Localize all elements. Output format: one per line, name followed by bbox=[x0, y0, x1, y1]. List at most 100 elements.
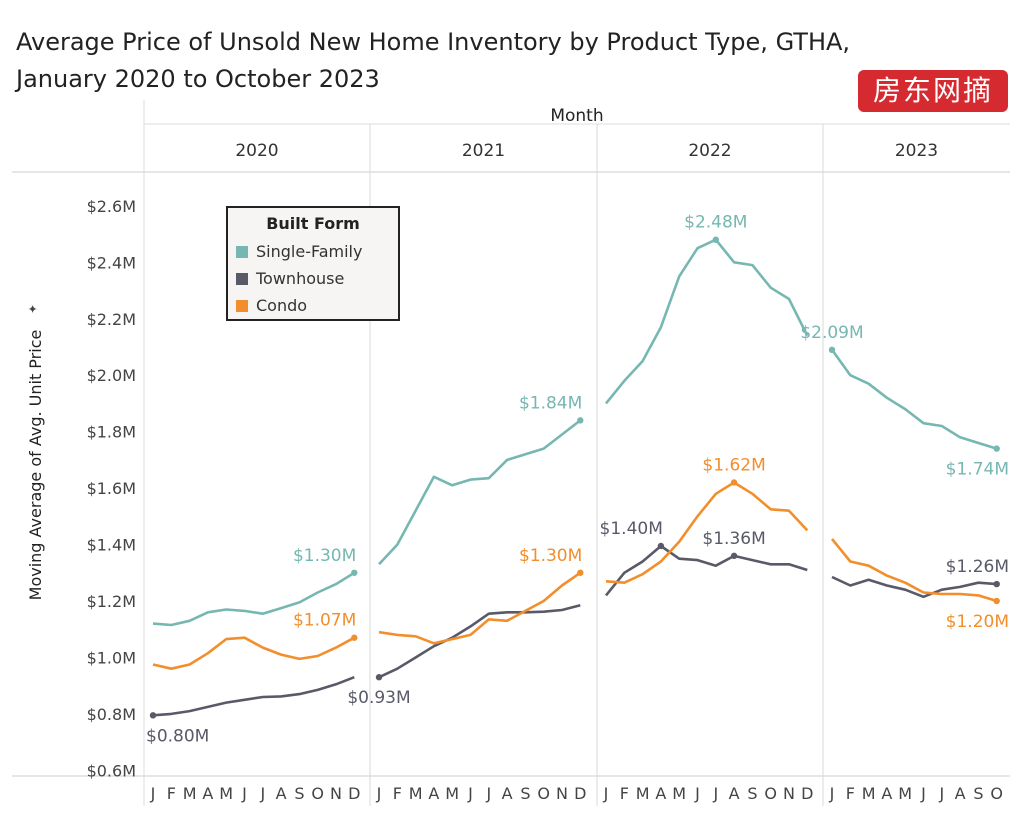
series-line-single-family bbox=[830, 349, 998, 450]
x-tick-label: J bbox=[150, 784, 156, 803]
data-point-single-family bbox=[712, 236, 719, 243]
x-tick-label: M bbox=[409, 784, 423, 803]
legend-swatch-single-family bbox=[236, 246, 248, 258]
data-point-single-family bbox=[993, 445, 1000, 452]
x-tick-label: M bbox=[219, 784, 233, 803]
x-tick-label: O bbox=[537, 784, 550, 803]
data-label-single-family: $1.30M bbox=[293, 546, 356, 566]
x-tick-label: O bbox=[764, 784, 777, 803]
legend-item-single-family: Single-Family bbox=[236, 240, 362, 264]
data-point-condo bbox=[993, 597, 1000, 605]
data-point-townhouse bbox=[375, 674, 383, 681]
x-tick-label: A bbox=[881, 784, 892, 803]
x-tick-label: M bbox=[672, 784, 686, 803]
x-tick-label: M bbox=[862, 784, 876, 803]
legend-label-single-family: Single-Family bbox=[256, 242, 363, 261]
chart-title: Average Price of Unsold New Home Invento… bbox=[16, 24, 976, 98]
y-tick-label: $1.2M bbox=[87, 592, 136, 611]
x-tick-label: N bbox=[330, 784, 342, 803]
month-header: Month bbox=[550, 106, 603, 126]
x-tick-label: J bbox=[467, 784, 473, 803]
y-tick-label: $2.0M bbox=[87, 366, 136, 385]
y-tick-label: $1.4M bbox=[87, 536, 136, 555]
x-tick-label: S bbox=[294, 784, 304, 803]
legend-title: Built Form bbox=[266, 214, 360, 233]
x-tick-label: N bbox=[783, 784, 795, 803]
x-tick-label: A bbox=[202, 784, 213, 803]
year-label: 2023 bbox=[895, 141, 938, 161]
series-line-condo bbox=[830, 538, 998, 603]
series-line-townhouse bbox=[831, 575, 997, 599]
series-line-townhouse bbox=[604, 544, 808, 597]
data-point-townhouse bbox=[730, 552, 738, 560]
x-tick-label: J bbox=[920, 784, 926, 803]
y-axis-title: Moving Average of Avg. Unit Price bbox=[26, 330, 45, 601]
y-tick-label: $2.4M bbox=[87, 253, 136, 272]
x-tick-label: A bbox=[955, 784, 966, 803]
series-line-condo bbox=[152, 636, 355, 671]
x-tick-label: A bbox=[729, 784, 740, 803]
data-point-single-family bbox=[828, 346, 836, 354]
y-tick-label: $0.6M bbox=[87, 761, 136, 780]
series-line-townhouse bbox=[152, 675, 355, 717]
legend-label-townhouse: Townhouse bbox=[256, 269, 345, 288]
x-tick-label: M bbox=[183, 784, 197, 803]
x-tick-label: N bbox=[556, 784, 568, 803]
x-tick-label: S bbox=[520, 784, 530, 803]
x-tick-label: A bbox=[655, 784, 666, 803]
x-tick-label: D bbox=[574, 784, 586, 803]
x-tick-label: F bbox=[393, 784, 402, 803]
x-tick-label: J bbox=[938, 784, 944, 803]
series-line-townhouse bbox=[378, 603, 581, 679]
y-tick-label: $2.2M bbox=[87, 310, 136, 329]
data-label-single-family: $1.84M bbox=[519, 393, 582, 413]
x-tick-label: A bbox=[428, 784, 439, 803]
pin-icon: ✦ bbox=[26, 304, 40, 314]
data-label-townhouse: $1.40M bbox=[600, 519, 663, 539]
data-point-single-family bbox=[351, 569, 358, 576]
x-tick-label: S bbox=[747, 784, 757, 803]
x-tick-label: F bbox=[846, 784, 855, 803]
data-point-townhouse bbox=[993, 580, 1000, 588]
watermark-badge: 房东网摘 bbox=[858, 70, 1008, 112]
data-point-condo bbox=[730, 479, 738, 486]
x-tick-label: J bbox=[603, 784, 609, 803]
y-tick-label: $0.8M bbox=[87, 705, 136, 724]
data-label-single-family: $1.74M bbox=[946, 460, 1009, 480]
x-tick-label: J bbox=[485, 784, 491, 803]
y-tick-label: $1.6M bbox=[87, 479, 136, 498]
year-label: 2022 bbox=[688, 141, 731, 161]
x-tick-label: O bbox=[311, 784, 324, 803]
x-tick-label: A bbox=[502, 784, 513, 803]
x-tick-label: F bbox=[620, 784, 629, 803]
data-label-condo: $1.62M bbox=[702, 455, 765, 475]
year-label: 2020 bbox=[235, 141, 278, 161]
legend: Built Form Single-Family Townhouse Condo bbox=[226, 206, 400, 321]
series-line-condo bbox=[378, 571, 582, 645]
x-tick-label: D bbox=[801, 784, 813, 803]
data-label-single-family: $2.09M bbox=[800, 323, 863, 343]
y-tick-label: $1.0M bbox=[87, 648, 136, 667]
data-point-condo bbox=[577, 569, 584, 576]
data-label-townhouse: $0.80M bbox=[146, 726, 209, 746]
legend-item-townhouse: Townhouse bbox=[236, 267, 344, 291]
chart-title-line2: January 2020 to October 2023 bbox=[16, 65, 380, 93]
data-label-condo: $1.20M bbox=[946, 612, 1009, 632]
data-label-townhouse: $1.26M bbox=[946, 557, 1009, 577]
legend-item-condo: Condo bbox=[236, 294, 307, 318]
x-tick-label: J bbox=[694, 784, 700, 803]
chart-title-line1: Average Price of Unsold New Home Invento… bbox=[16, 28, 851, 56]
series-line-single-family bbox=[378, 419, 582, 566]
legend-swatch-townhouse bbox=[236, 273, 248, 285]
x-tick-label: J bbox=[712, 784, 718, 803]
x-tick-label: J bbox=[259, 784, 265, 803]
y-tick-label: $1.8M bbox=[87, 423, 136, 442]
x-tick-label: D bbox=[348, 784, 360, 803]
legend-swatch-condo bbox=[236, 300, 248, 312]
x-tick-label: F bbox=[167, 784, 176, 803]
x-tick-label: J bbox=[829, 784, 835, 803]
data-label-townhouse: $1.36M bbox=[702, 529, 765, 549]
data-label-single-family: $2.48M bbox=[684, 213, 747, 233]
x-tick-label: M bbox=[445, 784, 459, 803]
x-tick-label: J bbox=[376, 784, 382, 803]
